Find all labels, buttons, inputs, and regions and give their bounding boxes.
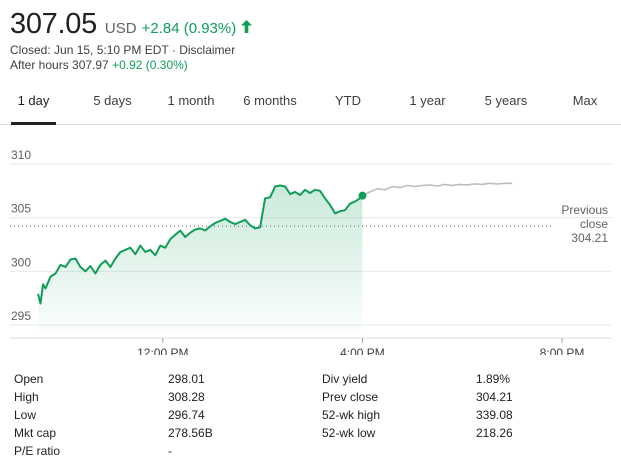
stat-label-mkt-cap: Mkt cap	[14, 426, 57, 440]
stat-value-div-yield: 1.89%	[476, 372, 511, 386]
stat-value-high: 308.28	[168, 390, 205, 404]
tab-5-years[interactable]: 5 years	[484, 93, 528, 108]
tab-5-days[interactable]: 5 days	[93, 93, 132, 108]
regular-session-line	[37, 184, 364, 305]
previous-close-label-0: Previous	[561, 203, 608, 217]
after-hours: After hours 307.97 +0.92 (0.30%)	[10, 58, 252, 73]
y-tick-label-305: 305	[11, 202, 31, 216]
arrow-up-icon	[241, 20, 253, 38]
stat-value-open: 298.01	[168, 372, 205, 386]
stat-label-prev-close: Prev close	[322, 390, 379, 404]
after-hours-change: +0.92 (0.30%)	[112, 58, 188, 72]
previous-close-label-1: close	[580, 217, 608, 231]
price-line: 307.05 USD +2.84 (0.93%)	[10, 8, 253, 41]
price-change: +2.84 (0.93%)	[141, 20, 237, 37]
after-hours-price: After hours 307.97	[10, 58, 109, 72]
chart-labels: 310 305 300 295 12:00 PM 4:00 PM 8:00 PM Previo…	[11, 148, 608, 355]
tab-1-month[interactable]: 1 month	[167, 93, 215, 108]
stat-value-pe-ratio: -	[168, 444, 172, 458]
regular-session-area	[38, 185, 363, 331]
stat-value-mkt-cap: 278.56B	[168, 426, 213, 440]
currency-code: USD	[104, 20, 137, 37]
close-point	[358, 191, 367, 200]
stat-label-52wk-high: 52-wk high	[322, 408, 381, 422]
stat-label-open: Open	[14, 372, 44, 386]
x-tick-label-0: 12:00 PM	[137, 346, 188, 355]
current-price: 307.05	[10, 8, 97, 40]
tab-1-year[interactable]: 1 year	[409, 93, 446, 108]
y-tick-label-300: 300	[11, 255, 31, 269]
y-tick-label-310: 310	[11, 148, 31, 162]
separator: ·	[168, 43, 180, 57]
previous-close-label-2: 304.21	[571, 231, 608, 245]
chart-marks	[37, 182, 513, 331]
stat-label-pe-ratio: P/E ratio	[14, 444, 61, 458]
tab-1-day[interactable]: 1 day	[11, 86, 56, 125]
tab-max[interactable]: Max	[572, 93, 598, 108]
y-tick-label-295: 295	[11, 309, 31, 323]
disclaimer-link[interactable]: Disclaimer	[179, 43, 236, 57]
stat-value-prev-close: 304.21	[476, 390, 513, 404]
stat-value-low: 296.74	[168, 408, 205, 422]
range-tabs: 1 day 5 days 1 month 6 months YTD 1 year…	[0, 86, 621, 125]
stat-label-low: Low	[14, 408, 37, 422]
stat-value-52wk-low: 218.26	[476, 426, 513, 440]
after-hours-line	[362, 182, 513, 197]
stat-label-div-yield: Div yield	[322, 372, 368, 386]
stat-label-high: High	[14, 390, 39, 404]
x-tick-label-1: 4:00 PM	[340, 346, 385, 355]
stat-label-52wk-low: 52-wk low	[322, 426, 376, 440]
market-status: Closed: Jun 15, 5:10 PM EDT · Disclaimer	[10, 43, 252, 58]
price-chart[interactable]: 310 305 300 295 12:00 PM 4:00 PM 8:00 PM Previo…	[0, 130, 621, 355]
closed-time: Closed: Jun 15, 5:10 PM EDT	[10, 43, 169, 57]
tab-ytd[interactable]: YTD	[335, 93, 361, 108]
stat-value-52wk-high: 339.08	[476, 408, 513, 422]
x-tick-label-2: 8:00 PM	[540, 346, 585, 355]
tab-6-months[interactable]: 6 months	[243, 93, 297, 108]
quote-header: 307.05 USD +2.84 (0.93%) Closed: Jun 15,…	[10, 8, 253, 73]
